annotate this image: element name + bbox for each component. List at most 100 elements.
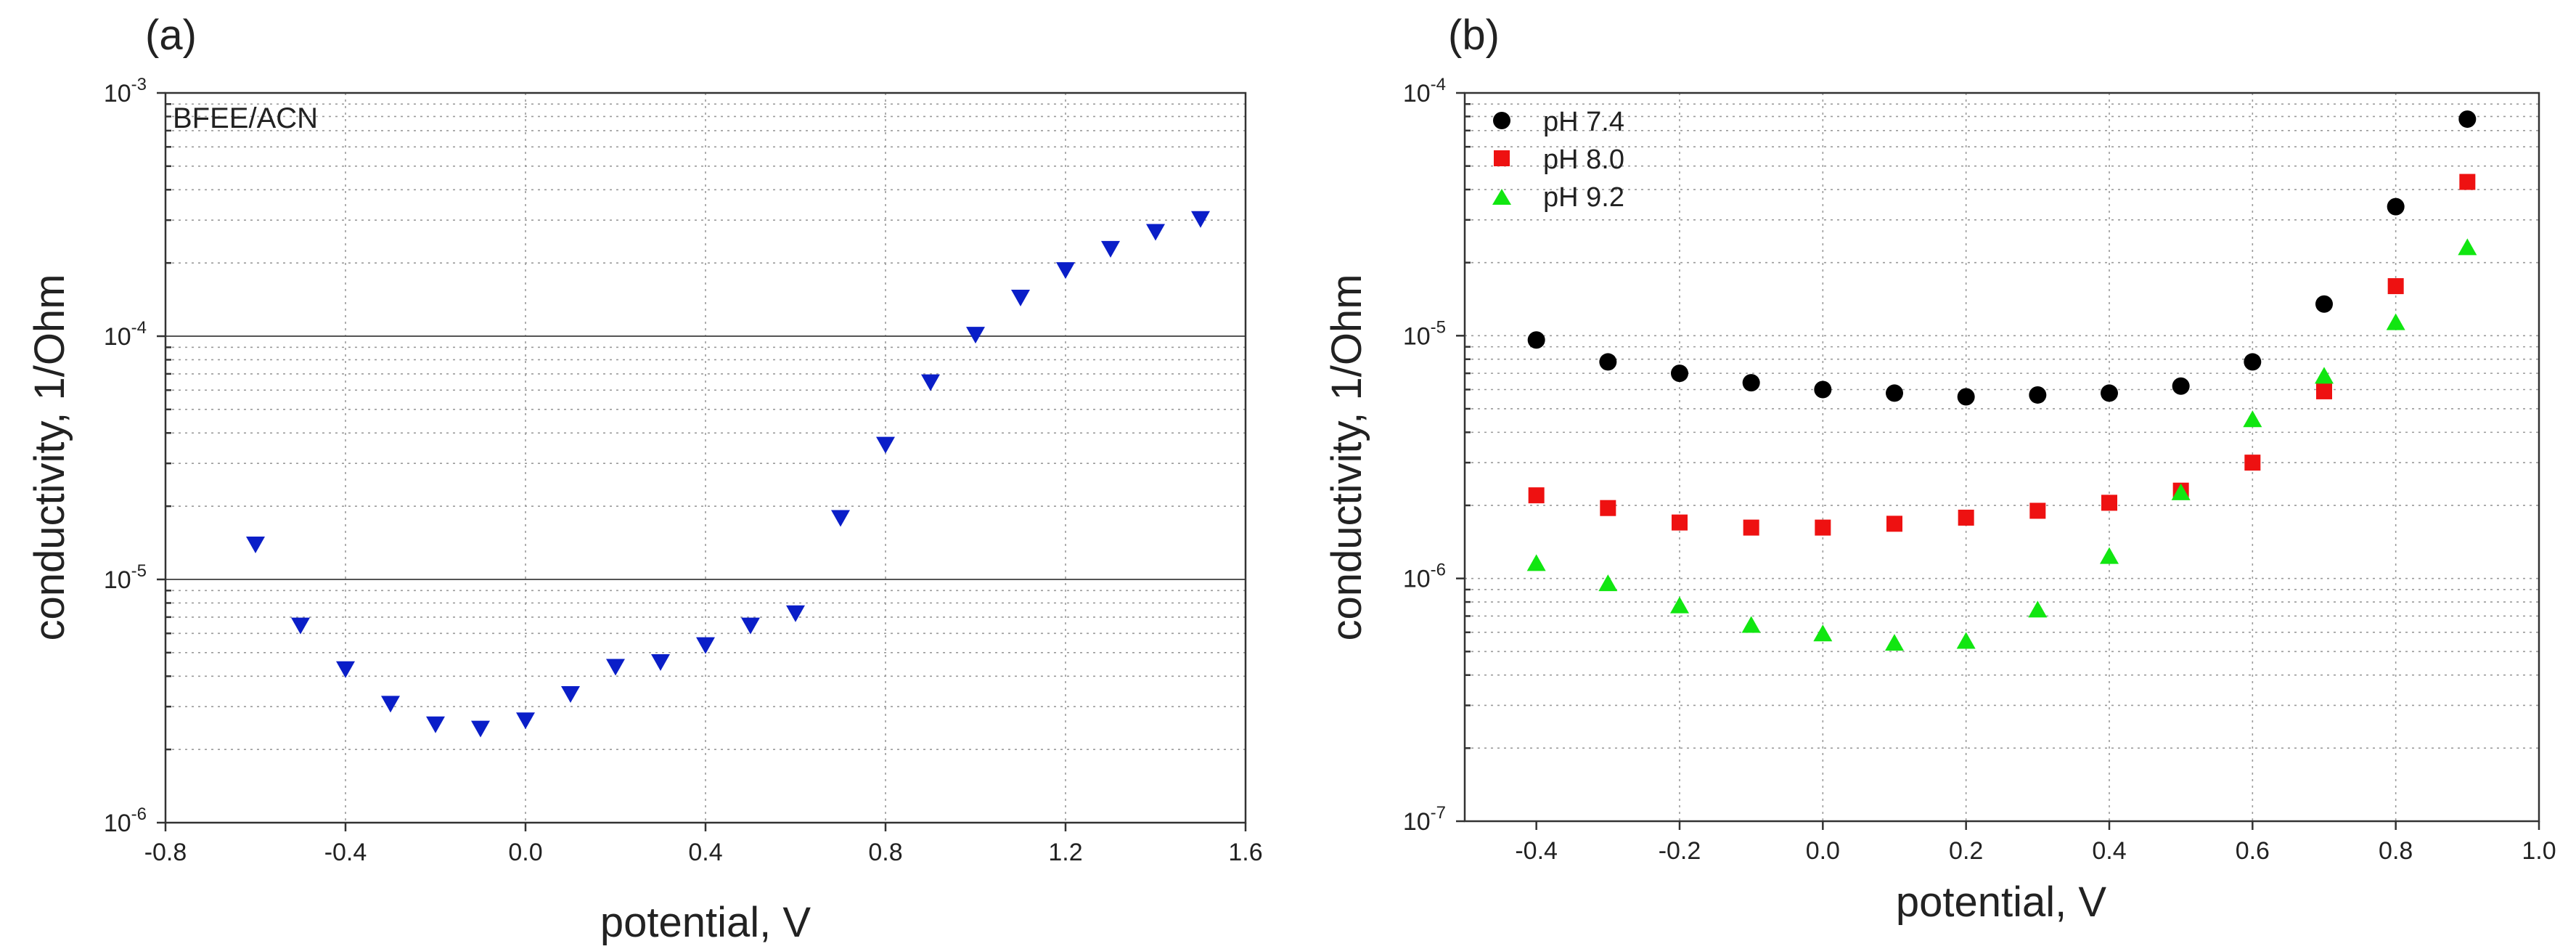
data-point-ph-9-2: [2458, 238, 2477, 256]
panel-a-data-points: [246, 211, 1210, 738]
data-point-bfee-acn: [246, 537, 265, 554]
y-tick-label: 10-5: [104, 561, 147, 594]
data-point-ph-7-4: [2172, 377, 2190, 395]
data-point-bfee-acn: [921, 374, 940, 391]
panel-b: (b) -0.4 -0.2 0.0 0.2 0.4 0.6 0.8 1.0 10-710-61…: [1323, 12, 2556, 926]
legend-label-ph-7-4: pH 7.4: [1543, 107, 1624, 137]
panel-a-gridlines: [165, 93, 1246, 823]
x-tick-label: -0.8: [144, 839, 187, 866]
data-point-ph-8-0: [2029, 502, 2046, 519]
x-tick-label: 0.2: [1949, 837, 1983, 865]
data-point-ph-8-0: [1672, 514, 1688, 531]
data-point-ph-9-2: [2028, 600, 2048, 618]
data-point-ph-7-4: [2458, 110, 2477, 129]
data-point-ph-9-2: [1885, 634, 1904, 651]
data-point-ph-8-0: [1528, 487, 1545, 504]
data-point-bfee-acn: [1191, 211, 1210, 228]
data-point-bfee-acn: [876, 436, 895, 454]
data-point-bfee-acn: [426, 716, 445, 733]
data-point-ph-7-4: [1599, 353, 1617, 371]
x-tick-label: 0.0: [508, 839, 542, 866]
data-point-bfee-acn: [381, 696, 400, 713]
data-point-bfee-acn: [786, 605, 805, 622]
x-tick-label: -0.4: [1515, 837, 1558, 865]
data-point-ph-7-4: [1886, 384, 1903, 402]
y-tick-label: 10-6: [1403, 561, 1446, 593]
data-point-ph-9-2: [1956, 632, 1976, 649]
x-tick-label: -0.4: [324, 839, 367, 866]
panel-a: (a) -0.8 -0.4 0.0 0.4 0.8 1.2 1.6 10-6 10-5 10-4…: [26, 12, 1263, 946]
panel-b-plot-frame: [1463, 91, 2540, 823]
data-point-ph-9-2: [1741, 616, 1761, 633]
panel-b-y-tick-labels: 10-7 10-6 10-5 10-4: [1403, 75, 1446, 836]
y-tick-label: 10-4: [1403, 75, 1446, 107]
data-point-bfee-acn: [336, 661, 355, 678]
data-point-ph-9-2: [1598, 574, 1618, 592]
panel-a-y-axis-label: conductivity, 1/Ohm: [26, 274, 73, 640]
data-point-bfee-acn: [1146, 224, 1165, 241]
data-point-ph-7-4: [2029, 386, 2047, 404]
data-point-ph-8-0: [1958, 509, 1974, 526]
data-point-ph-8-0: [1886, 516, 1902, 532]
data-point-bfee-acn: [471, 720, 490, 738]
data-point-ph-7-4: [1671, 364, 1688, 383]
panel-a-x-axis-label: potential, V: [600, 899, 811, 946]
x-tick-label: 0.4: [688, 839, 722, 866]
data-point-ph-8-0: [1743, 519, 1759, 536]
data-point-ph-7-4: [2101, 384, 2118, 402]
x-tick-label: 0.8: [2379, 837, 2413, 865]
data-point-ph-9-2: [1526, 554, 1546, 571]
legend-marker-ph-7-4: [1493, 112, 1510, 129]
legend-label-ph-8-0: pH 8.0: [1543, 144, 1624, 175]
y-tick-label: 10-5: [1403, 317, 1446, 350]
data-point-bfee-acn: [1101, 240, 1120, 258]
panel-a-label: (a): [145, 12, 197, 59]
panel-a-plot-frame: [164, 91, 1247, 824]
data-point-ph-9-2: [2243, 410, 2262, 428]
data-point-ph-7-4: [1742, 374, 1760, 392]
y-tick-label: 10-3: [104, 75, 147, 107]
data-point-bfee-acn: [516, 712, 535, 730]
data-point-ph-9-2: [1813, 624, 1833, 642]
data-point-bfee-acn: [696, 637, 715, 654]
panel-b-gridlines: [1465, 93, 2539, 821]
data-point-ph-9-2: [2100, 547, 2119, 564]
data-point-ph-7-4: [1814, 380, 1832, 399]
panel-b-x-tick-labels: -0.4 -0.2 0.0 0.2 0.4 0.6 0.8 1.0: [1515, 837, 2556, 865]
data-point-bfee-acn: [606, 659, 625, 676]
data-point-ph-8-0: [2244, 455, 2261, 471]
data-point-bfee-acn: [561, 685, 580, 703]
data-point-ph-9-2: [2315, 367, 2334, 384]
data-point-ph-7-4: [2387, 197, 2405, 216]
data-point-bfee-acn: [741, 617, 760, 635]
legend-label-ph-9-2: pH 9.2: [1543, 182, 1624, 213]
legend-marker-ph-9-2: [1492, 189, 1511, 205]
data-point-ph-9-2: [2386, 313, 2405, 330]
y-tick-label: 10-7: [1403, 803, 1446, 836]
data-point-ph-7-4: [2315, 295, 2333, 313]
x-tick-label: -0.2: [1659, 837, 1701, 865]
data-point-ph-8-0: [2316, 383, 2332, 399]
data-point-ph-7-4: [1957, 388, 1975, 406]
data-point-ph-8-0: [1600, 500, 1616, 516]
panel-b-x-axis-label: potential, V: [1896, 879, 2107, 926]
panel-a-y-tick-labels: 10-6 10-5 10-4 10-3: [104, 75, 147, 837]
data-point-ph-8-0: [2459, 174, 2476, 190]
y-tick-label: 10-4: [104, 318, 147, 351]
data-point-bfee-acn: [651, 653, 670, 671]
data-point-ph-9-2: [2171, 483, 2191, 500]
panel-b-legend: pH 7.4 pH 8.0 pH 9.2: [1492, 107, 1624, 213]
data-point-ph-9-2: [1670, 596, 1689, 614]
panel-b-label: (b): [1448, 12, 1500, 59]
x-tick-label: 0.6: [2236, 837, 2270, 865]
data-point-bfee-acn: [831, 510, 850, 527]
x-tick-label: 1.0: [2522, 837, 2556, 865]
data-point-bfee-acn: [966, 327, 985, 344]
panel-b-ticks: [1456, 91, 2540, 830]
data-point-bfee-acn: [1011, 289, 1030, 306]
panel-b-y-axis-label: conductivity, 1/Ohm: [1323, 274, 1370, 640]
legend-marker-ph-8-0: [1494, 150, 1510, 166]
data-point-ph-8-0: [1815, 519, 1831, 536]
data-point-ph-7-4: [1527, 331, 1545, 349]
